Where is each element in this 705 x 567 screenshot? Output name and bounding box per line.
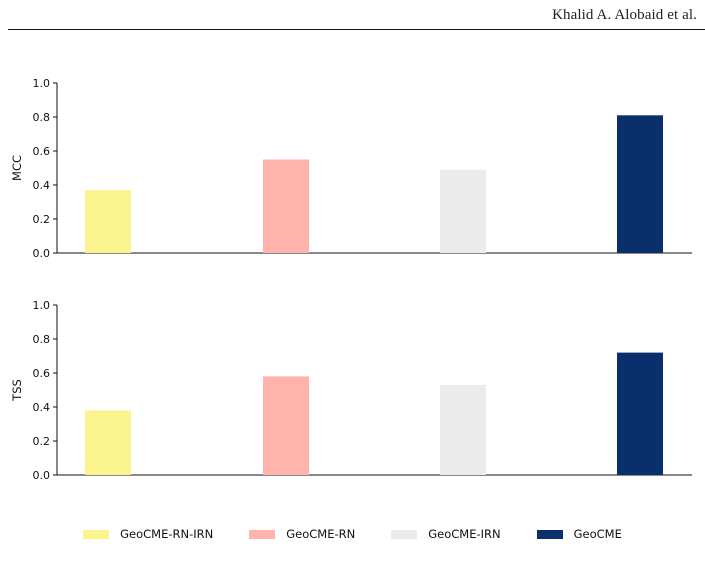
legend-swatch: [249, 529, 276, 539]
bar-geocme-irn: [440, 169, 486, 253]
y-tick-label: 0.4: [33, 179, 51, 192]
y-tick-label: 0.8: [33, 111, 51, 124]
legend-label: GeoCME-RN-IRN: [120, 527, 214, 541]
legend-label: GeoCME-RN: [286, 527, 356, 541]
bar-geocme: [617, 115, 663, 253]
y-tick-label: 1.0: [33, 77, 51, 90]
y-tick-label: 0.6: [33, 145, 51, 158]
bar-geocme-rn: [263, 159, 309, 253]
bar-charts: 0.0 0.2 0.4 0.6 0.8 1.0 MCC 0.0 0.2 0.4 0.6 0.8 1.0 T…: [10, 77, 692, 482]
y-tick-label: 0.0: [33, 247, 51, 260]
legend-item-geocme-rn-irn: GeoCME-RN-IRN: [83, 527, 213, 541]
y-tick-label: 1.0: [33, 299, 51, 312]
bar-geocme: [617, 352, 663, 475]
y-tick-label: 0.2: [33, 435, 51, 448]
y-tick-label: 0.2: [33, 213, 51, 226]
legend-label: GeoCME-IRN: [428, 527, 501, 541]
running-header-author: Khalid A. Alobaid et al.: [552, 7, 697, 23]
y-tick-label: 0.6: [33, 367, 51, 380]
bar-geocme-rn: [263, 376, 309, 475]
legend-label: GeoCME: [573, 527, 622, 541]
legend-swatch: [83, 529, 110, 539]
legend-item-geocme: GeoCME: [536, 527, 622, 541]
y-tick-label: 0.4: [33, 401, 51, 414]
y-axis-label: MCC: [10, 155, 24, 181]
legend-item-geocme-rn: GeoCME-RN: [249, 527, 355, 541]
y-axis-label: TSS: [10, 379, 24, 402]
header-rule: [8, 29, 705, 30]
bar-geocme-rn-irn: [85, 410, 131, 475]
legend-swatch: [391, 529, 418, 539]
legend-swatch: [536, 529, 563, 539]
bar-geocme-rn-irn: [85, 190, 131, 253]
legend: GeoCME-RN-IRN GeoCME-RN GeoCME-IRN GeoCM…: [0, 527, 705, 541]
y-tick-label: 0.8: [33, 333, 51, 346]
legend-item-geocme-irn: GeoCME-IRN: [391, 527, 501, 541]
bar-geocme-irn: [440, 384, 486, 475]
y-tick-label: 0.0: [33, 469, 51, 482]
